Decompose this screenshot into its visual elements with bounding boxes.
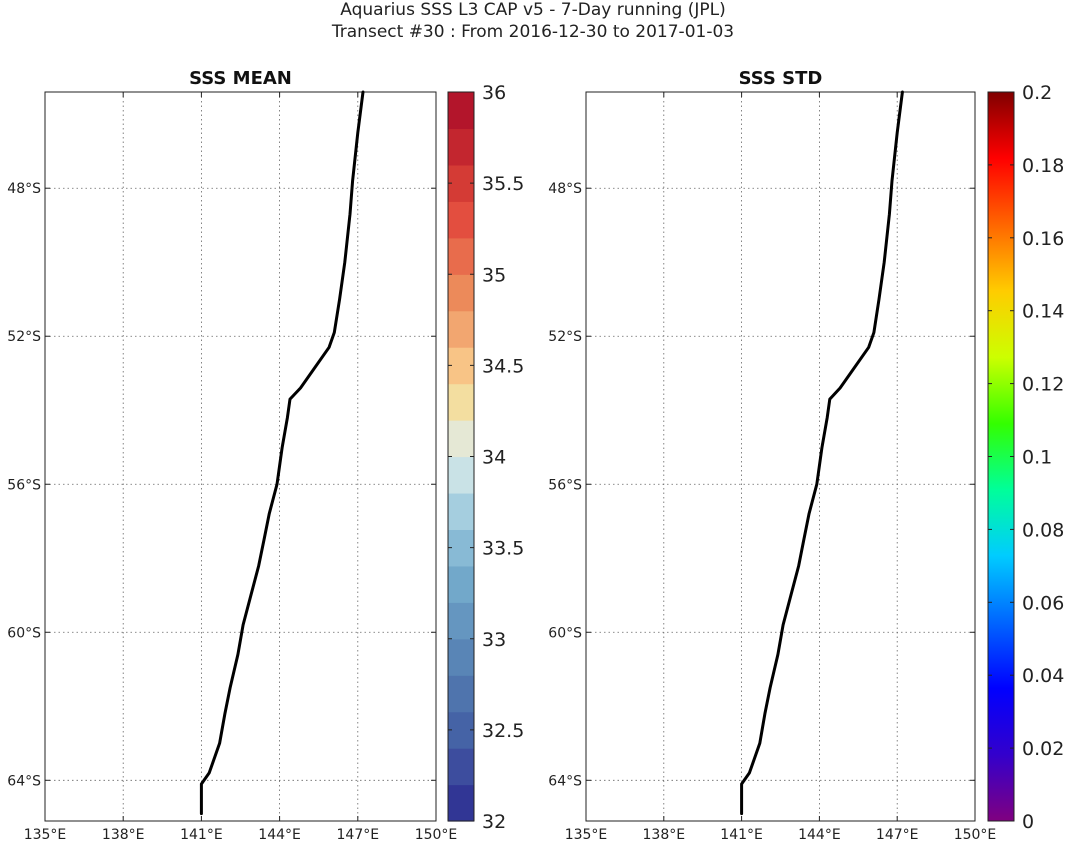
std-colorbar-label: 0.16: [1022, 228, 1064, 250]
mean-colorbar-bin: [448, 164, 474, 202]
mean-colorbar-bin: [448, 383, 474, 421]
std-x-tick-label-0: 135°E: [565, 827, 608, 842]
std-colorbar-label: 0.14: [1022, 301, 1064, 323]
mean-colorbar-bin: [448, 347, 474, 385]
std-colorbar-label: 0.04: [1022, 665, 1064, 687]
mean-colorbar-label: 33.5: [482, 538, 524, 560]
mean-plot-frame: [44, 91, 437, 822]
mean-colorbar-label: 36: [482, 82, 506, 104]
mean-colorbar-label: 35.5: [482, 173, 524, 195]
std-y-tick-label-1: 52°S: [548, 329, 582, 345]
mean-colorbar-bin: [448, 529, 474, 567]
mean-transect-line: [199, 90, 365, 816]
std-x-tick-label-4: 147°E: [876, 827, 919, 842]
std-x-tick-label-2: 141°E: [720, 827, 763, 842]
std-colorbar-label: 0.12: [1022, 374, 1064, 396]
mean-panel: SSS MEAN 135°E 138°E 141°E 144°E 147°E 150°E 48…: [7, 68, 524, 842]
mean-colorbar-bin: [448, 748, 474, 786]
mean-y-tick-label-1: 52°S: [7, 329, 41, 345]
mean-colorbar-bin: [448, 602, 474, 640]
std-panel: SSS STD 135°E 138°E 141°E 144°E 147°E 150°E 48°…: [548, 68, 1064, 842]
mean-colorbar-bin: [448, 784, 474, 822]
std-y-tick-label-2: 56°S: [548, 477, 582, 493]
mean-colorbar-bin: [448, 310, 474, 348]
mean-x-tick-label-2: 141°E: [180, 827, 223, 842]
mean-colorbar-label: 35: [482, 264, 506, 286]
std-colorbar-label: 0.18: [1022, 155, 1064, 177]
mean-x-tick-label-4: 147°E: [337, 827, 380, 842]
mean-colorbar-label: 32: [482, 811, 506, 833]
mean-colorbar-label: 33: [482, 629, 506, 651]
mean-colorbar-label: 32.5: [482, 720, 524, 742]
std-plot-frame: [585, 91, 976, 822]
mean-x-tick-label-0: 135°E: [24, 827, 67, 842]
mean-colorbar-bin: [448, 420, 474, 458]
mean-y-tick-label-3: 60°S: [7, 625, 41, 641]
mean-x-tick-label-5: 150°E: [415, 827, 458, 842]
mean-colorbar-bin: [448, 92, 474, 130]
std-colorbar: 0 0.02 0.04 0.06 0.08 0.1 0.12 0.14 0.16 0.18 0.2: [987, 82, 1064, 833]
mean-colorbar-bin: [448, 128, 474, 166]
mean-colorbar-bin: [448, 711, 474, 749]
mean-colorbar-bin: [448, 201, 474, 239]
std-colorbar-fill: [988, 92, 1014, 821]
std-y-tick-label-0: 48°S: [548, 181, 582, 197]
std-y-tick-label-3: 60°S: [548, 625, 582, 641]
std-y-tick-label-4: 64°S: [548, 773, 582, 789]
figure-subtitle: Transect #30 : From 2016-12-30 to 2017-0…: [331, 22, 735, 42]
mean-colorbar-bin: [448, 492, 474, 530]
std-colorbar-label: 0.2: [1022, 82, 1052, 104]
std-colorbar-label: 0.06: [1022, 592, 1064, 614]
figure-title: Aquarius SSS L3 CAP v5 - 7-Day running (…: [340, 0, 726, 20]
std-transect-line: [740, 90, 904, 816]
std-panel-title: SSS STD: [739, 68, 823, 89]
mean-colorbar-bin: [448, 565, 474, 603]
std-colorbar-label: 0: [1022, 811, 1034, 833]
mean-panel-title: SSS MEAN: [189, 68, 292, 89]
mean-y-tick-label-0: 48°S: [7, 181, 41, 197]
std-colorbar-label: 0.02: [1022, 738, 1064, 760]
mean-y-tick-label-4: 64°S: [7, 773, 41, 789]
mean-colorbar-bin: [448, 274, 474, 312]
mean-colorbar-bin: [448, 456, 474, 494]
mean-y-tick-label-2: 56°S: [7, 477, 41, 493]
std-colorbar-label: 0.08: [1022, 519, 1064, 541]
std-x-tick-label-5: 150°E: [954, 827, 997, 842]
mean-colorbar-label: 34: [482, 447, 506, 469]
std-colorbar-label: 0.1: [1022, 447, 1052, 469]
mean-colorbar-bin: [448, 237, 474, 275]
mean-colorbar: 32 32.5 33 33.5 34 34.5 35 35.5 36: [447, 82, 524, 833]
mean-colorbar-bin: [448, 675, 474, 713]
mean-x-tick-label-3: 144°E: [258, 827, 301, 842]
std-x-tick-label-1: 138°E: [643, 827, 686, 842]
mean-colorbar-label: 34.5: [482, 355, 524, 377]
mean-colorbar-bin: [448, 638, 474, 676]
std-x-tick-label-3: 144°E: [798, 827, 841, 842]
mean-x-tick-label-1: 138°E: [102, 827, 145, 842]
